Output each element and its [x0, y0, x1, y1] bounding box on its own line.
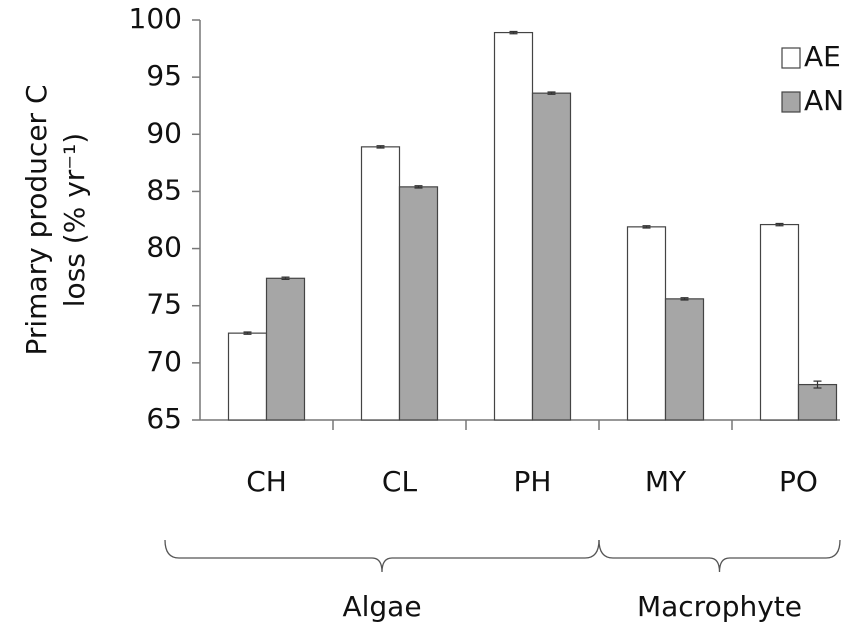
x-tick-label: MY: [645, 465, 687, 498]
y-tick-label: 85: [146, 173, 182, 206]
x-tick-label: PO: [779, 465, 818, 498]
y-tick-label: 65: [146, 402, 182, 435]
bar: [797, 383, 838, 421]
error-bar: [642, 225, 651, 229]
bar: [493, 31, 534, 421]
bar: [398, 186, 439, 421]
bar: [626, 226, 667, 421]
y-tick-label: 100: [129, 2, 182, 35]
bar: [360, 146, 401, 421]
error-bar: [813, 380, 822, 389]
legend-swatch: [781, 91, 801, 113]
error-bar: [509, 30, 518, 35]
y-axis-title: Primary producer C: [20, 84, 53, 355]
x-tick-label: PH: [514, 465, 552, 498]
error-bar: [281, 276, 290, 281]
y-label-1: Primary producer C: [20, 84, 53, 355]
y-tick-label: 80: [146, 231, 182, 264]
error-bar: [414, 185, 423, 189]
error-bar: [547, 91, 556, 95]
y-axis-title: loss (% yr⁻¹): [58, 133, 91, 307]
x-tick-label: CH: [246, 465, 287, 498]
y-tick-label: 70: [146, 345, 182, 378]
group-label: Algae: [342, 590, 421, 623]
error-bar: [775, 222, 784, 227]
legend-label: AN: [804, 84, 844, 117]
y-label-2: loss (% yr⁻¹): [58, 133, 91, 307]
error-bar: [680, 297, 689, 301]
bar: [265, 277, 306, 421]
bar: [759, 223, 800, 421]
bar: [531, 92, 572, 421]
y-tick-label: 75: [146, 288, 182, 321]
group-brace: [598, 539, 841, 573]
group-label: Macrophyte: [637, 590, 802, 623]
legend-label: AE: [804, 40, 841, 73]
y-tick-label: 90: [146, 116, 182, 149]
bar: [227, 332, 268, 421]
error-bar: [243, 331, 252, 335]
bar: [664, 298, 705, 421]
x-tick-label: CL: [382, 465, 418, 498]
group-brace: [164, 539, 600, 573]
legend-swatch: [781, 47, 801, 69]
y-tick-label: 95: [146, 59, 182, 92]
error-bar: [376, 145, 385, 149]
